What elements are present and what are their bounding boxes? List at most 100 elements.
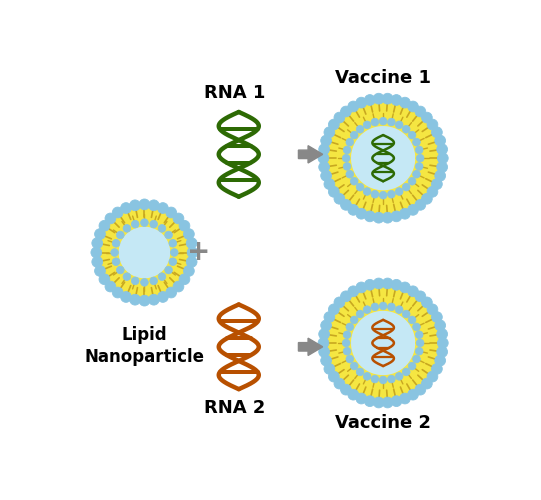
Circle shape — [427, 119, 438, 130]
Circle shape — [318, 338, 329, 348]
Circle shape — [187, 247, 198, 258]
Circle shape — [318, 153, 329, 164]
Circle shape — [328, 371, 339, 382]
Circle shape — [130, 200, 141, 210]
Circle shape — [131, 277, 139, 284]
Circle shape — [400, 208, 410, 219]
Circle shape — [169, 240, 177, 247]
Circle shape — [348, 286, 359, 296]
Circle shape — [413, 138, 420, 146]
Circle shape — [400, 282, 410, 293]
Circle shape — [415, 146, 423, 154]
Circle shape — [319, 144, 329, 154]
Polygon shape — [100, 208, 189, 298]
Circle shape — [403, 310, 410, 318]
Circle shape — [346, 323, 354, 331]
Circle shape — [348, 101, 359, 112]
Circle shape — [421, 194, 432, 204]
Circle shape — [346, 355, 354, 363]
Circle shape — [407, 101, 418, 112]
Circle shape — [319, 346, 329, 358]
Circle shape — [340, 291, 351, 302]
Circle shape — [99, 274, 110, 284]
Circle shape — [407, 286, 418, 296]
Circle shape — [356, 97, 367, 108]
Circle shape — [382, 212, 393, 223]
Circle shape — [131, 220, 139, 228]
Circle shape — [319, 162, 329, 172]
Circle shape — [334, 378, 345, 389]
Circle shape — [148, 200, 159, 210]
Circle shape — [158, 224, 166, 232]
Circle shape — [371, 303, 379, 311]
Circle shape — [328, 119, 339, 130]
Circle shape — [432, 312, 443, 322]
Circle shape — [328, 186, 339, 197]
FancyArrow shape — [299, 146, 322, 163]
Circle shape — [148, 294, 159, 305]
Circle shape — [348, 204, 359, 215]
Circle shape — [340, 106, 351, 117]
Circle shape — [351, 132, 358, 139]
Circle shape — [112, 240, 120, 247]
Circle shape — [169, 258, 177, 266]
Circle shape — [351, 178, 358, 185]
Circle shape — [435, 320, 446, 331]
Circle shape — [324, 178, 335, 190]
Circle shape — [391, 280, 402, 290]
Circle shape — [437, 144, 447, 154]
Circle shape — [123, 273, 131, 280]
Circle shape — [139, 199, 150, 210]
Polygon shape — [328, 102, 439, 214]
Circle shape — [415, 348, 423, 355]
Circle shape — [121, 292, 131, 302]
Circle shape — [351, 126, 416, 191]
Circle shape — [379, 376, 387, 384]
Circle shape — [356, 282, 367, 293]
Circle shape — [382, 94, 393, 104]
Circle shape — [373, 212, 384, 223]
Text: +: + — [187, 238, 210, 266]
Circle shape — [139, 295, 150, 306]
Circle shape — [363, 121, 371, 128]
Circle shape — [421, 112, 432, 123]
Circle shape — [432, 127, 443, 138]
Circle shape — [435, 355, 446, 366]
Circle shape — [157, 292, 168, 302]
Circle shape — [166, 207, 176, 218]
Circle shape — [334, 297, 345, 308]
Circle shape — [343, 331, 351, 338]
Circle shape — [437, 328, 447, 340]
Circle shape — [173, 281, 184, 292]
Circle shape — [141, 278, 148, 286]
Circle shape — [173, 213, 184, 224]
Circle shape — [324, 312, 335, 322]
Circle shape — [363, 188, 371, 196]
Circle shape — [340, 200, 351, 210]
Text: RNA 2: RNA 2 — [204, 399, 266, 417]
Circle shape — [351, 310, 416, 376]
Circle shape — [351, 362, 358, 370]
Circle shape — [343, 146, 351, 154]
Circle shape — [373, 397, 384, 408]
Circle shape — [415, 291, 426, 302]
Circle shape — [130, 294, 141, 305]
Text: Vaccine 2: Vaccine 2 — [335, 414, 431, 432]
Circle shape — [121, 202, 131, 213]
Circle shape — [343, 162, 351, 170]
Circle shape — [105, 213, 116, 224]
Circle shape — [157, 202, 168, 213]
Circle shape — [92, 256, 103, 268]
Circle shape — [99, 220, 110, 231]
Circle shape — [427, 186, 438, 197]
Circle shape — [421, 378, 432, 389]
Circle shape — [438, 338, 448, 348]
Circle shape — [356, 208, 367, 219]
Circle shape — [435, 170, 446, 181]
Circle shape — [118, 226, 171, 279]
Circle shape — [150, 220, 157, 228]
Circle shape — [321, 170, 332, 181]
Circle shape — [365, 396, 375, 406]
Circle shape — [343, 348, 351, 355]
Circle shape — [432, 178, 443, 190]
